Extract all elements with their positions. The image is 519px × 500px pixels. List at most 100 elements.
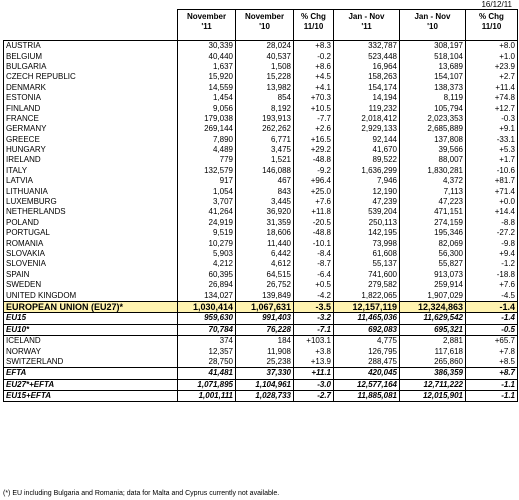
value-cell: 539,204 xyxy=(333,207,400,218)
value-cell: 1,071,895 xyxy=(177,378,236,391)
value-cell: 41,481 xyxy=(177,367,236,379)
value-cell: 523,448 xyxy=(333,51,400,62)
value-cell: 265,860 xyxy=(399,356,466,368)
value-cell: 2,018,412 xyxy=(333,113,400,125)
value-cell: +12.7 xyxy=(465,103,518,114)
table-row: SLOVAKIA 5,903 6,442 -8.4 61,608 56,300 +9.4 xyxy=(3,248,518,260)
value-cell: 142,195 xyxy=(333,228,400,239)
value-cell: +81.7 xyxy=(465,176,518,187)
value-cell: 250,113 xyxy=(333,217,400,229)
value-cell: +29.2 xyxy=(293,144,334,156)
value-cell: 82,069 xyxy=(399,238,466,249)
value-cell: 1,508 xyxy=(235,61,294,73)
value-cell: 8,119 xyxy=(399,92,466,104)
value-cell: 7,946 xyxy=(333,176,400,187)
table-row: BULGARIA 1,637 1,508 +8.6 16,964 13,689 +23.9 xyxy=(3,61,518,73)
value-cell: 55,827 xyxy=(399,259,466,270)
country-name: POLAND xyxy=(3,217,178,229)
value-cell: 8,192 xyxy=(235,103,294,114)
table-row: FRANCE 179,038 193,913 -7.7 2,018,412 2,023,3… xyxy=(3,113,518,125)
country-name: PORTUGAL xyxy=(3,228,178,239)
country-name: FINLAND xyxy=(3,103,178,114)
value-cell: -1.4 xyxy=(465,300,518,314)
table-row: GERMANY 269,144 262,262 +2.6 2,929,133 2,685,… xyxy=(3,124,518,135)
table-row: EFTA 41,481 37,330 +11.1 420,045 386,359 +8.7 xyxy=(3,367,518,379)
country-name: SLOVAKIA xyxy=(3,248,178,260)
value-cell: -1.1 xyxy=(465,389,518,403)
value-cell: +70.3 xyxy=(293,92,334,104)
table-row: SPAIN 60,395 64,515 -6.4 741,600 913,073 -18.8 xyxy=(3,269,518,280)
value-cell: 6,771 xyxy=(235,134,294,145)
country-name: EU15 xyxy=(3,312,178,325)
value-cell: 2,685,889 xyxy=(399,124,466,135)
value-cell: +4.1 xyxy=(293,82,334,93)
value-cell: 11,440 xyxy=(235,238,294,249)
value-cell: 154,107 xyxy=(399,72,466,83)
country-name: HUNGARY xyxy=(3,144,178,156)
value-cell: 16,964 xyxy=(333,61,400,73)
value-cell: -18.8 xyxy=(465,269,518,280)
country-name: LATVIA xyxy=(3,176,178,187)
value-cell: +8.6 xyxy=(293,61,334,73)
table-row: EU27*+EFTA 1,071,895 1,104,961 -3.0 12,577,1… xyxy=(3,378,518,391)
table-row: ESTONIA 1,454 854 +70.3 14,194 8,119 +74.8 xyxy=(3,92,518,104)
table-row: EU15+EFTA 1,001,111 1,028,733 -2.7 11,885,08… xyxy=(3,389,518,403)
value-cell: 2,023,353 xyxy=(399,113,466,125)
value-cell: 11,629,542 xyxy=(399,312,466,325)
value-cell: 11,465,036 xyxy=(333,312,400,325)
table-row: BELGIUM 40,440 40,537 -0.2 523,448 518,104 +1.… xyxy=(3,51,518,62)
value-cell: 195,346 xyxy=(399,228,466,239)
value-cell: -3.2 xyxy=(293,312,334,325)
value-cell: 184 xyxy=(235,334,294,347)
country-name: EUROPEAN UNION (EU27)* xyxy=(3,300,178,314)
value-cell: 60,395 xyxy=(177,269,236,280)
value-cell: 134,027 xyxy=(177,290,236,302)
value-cell: 15,228 xyxy=(235,72,294,83)
header-col-1: November '11 xyxy=(177,9,236,41)
value-cell: +96.4 xyxy=(293,176,334,187)
country-name: EU15+EFTA xyxy=(3,389,178,403)
country-name: ICELAND xyxy=(3,334,178,347)
value-cell: -9.2 xyxy=(293,165,334,177)
value-cell: 12,190 xyxy=(333,186,400,197)
table-row: EUROPEAN UNION (EU27)* 1,030,414 1,067,631… xyxy=(3,300,518,314)
value-cell: 269,144 xyxy=(177,124,236,135)
value-cell: 467 xyxy=(235,176,294,187)
value-cell: +10.5 xyxy=(293,103,334,114)
country-name: CZECH REPUBLIC xyxy=(3,72,178,83)
value-cell: -1.2 xyxy=(465,259,518,270)
value-cell: +65.7 xyxy=(465,334,518,347)
value-cell: 12,711,222 xyxy=(399,378,466,391)
value-cell: 4,775 xyxy=(333,334,400,347)
table-row: NETHERLANDS 41,264 36,920 +11.8 539,204 471,1… xyxy=(3,207,518,218)
country-name: ITALY xyxy=(3,165,178,177)
value-cell: 7,113 xyxy=(399,186,466,197)
value-cell: 13,982 xyxy=(235,82,294,93)
value-cell: 374 xyxy=(177,334,236,347)
footnote: (*) EU including Bulgaria and Romania; d… xyxy=(3,490,280,497)
value-cell: -27.2 xyxy=(465,228,518,239)
value-cell: +11.4 xyxy=(465,82,518,93)
table-row: DENMARK 14,559 13,982 +4.1 154,174 138,373 +11… xyxy=(3,82,518,93)
table-row: ROMANIA 10,279 11,440 -10.1 73,998 82,069 -9.8 xyxy=(3,238,518,249)
value-cell: 132,579 xyxy=(177,165,236,177)
country-name: EFTA xyxy=(3,367,178,379)
value-cell: 12,015,901 xyxy=(399,389,466,403)
value-cell: 1,521 xyxy=(235,155,294,166)
value-cell: +11.1 xyxy=(293,367,334,379)
value-cell: 991,403 xyxy=(235,312,294,325)
value-cell: 47,223 xyxy=(399,196,466,208)
value-cell: 41,264 xyxy=(177,207,236,218)
value-cell: 1,822,065 xyxy=(333,290,400,302)
value-cell: 36,920 xyxy=(235,207,294,218)
country-name: EU27*+EFTA xyxy=(3,378,178,391)
value-cell: 179,038 xyxy=(177,113,236,125)
value-cell: +3.8 xyxy=(293,346,334,357)
value-cell: 262,262 xyxy=(235,124,294,135)
table-row: FINLAND 9,056 8,192 +10.5 119,232 105,794 +12.… xyxy=(3,103,518,114)
value-cell: 420,045 xyxy=(333,367,400,379)
value-cell: -1.4 xyxy=(465,312,518,325)
value-cell: 3,445 xyxy=(235,196,294,208)
country-name: AUSTRIA xyxy=(3,40,178,52)
country-name: IRELAND xyxy=(3,155,178,166)
